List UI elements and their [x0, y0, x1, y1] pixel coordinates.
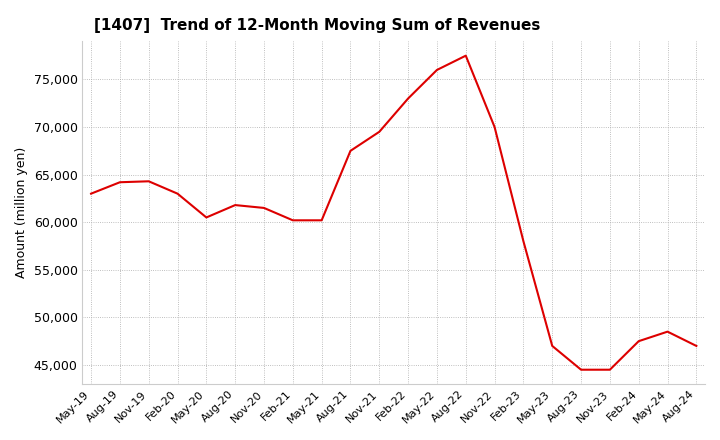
Text: [1407]  Trend of 12-Month Moving Sum of Revenues: [1407] Trend of 12-Month Moving Sum of R… [94, 18, 540, 33]
Y-axis label: Amount (million yen): Amount (million yen) [15, 147, 28, 279]
